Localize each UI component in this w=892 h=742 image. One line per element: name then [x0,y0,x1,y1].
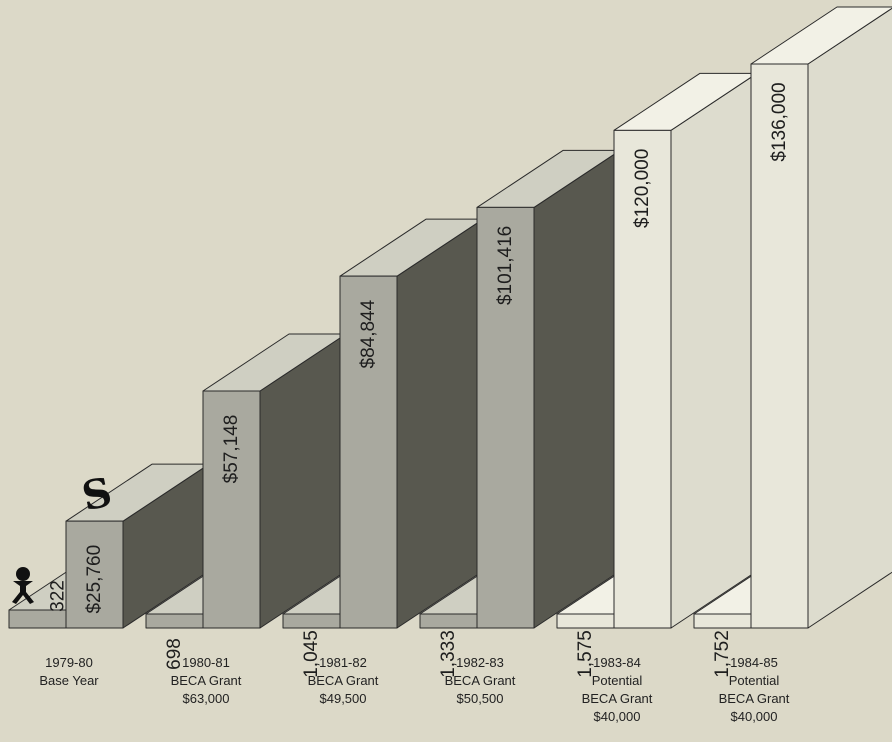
category-label-5-line-1: Potential [729,673,780,688]
bar-big-label-4: $120,000 [632,149,653,228]
category-label-2-line-0: 1981-82 [319,655,367,670]
category-label-1-line-0: 1980-81 [182,655,230,670]
category-label-5-line-3: $40,000 [731,709,778,724]
bar-small-label-4: 1,575 [575,630,596,678]
bar-big-label-5: $136,000 [769,82,790,161]
category-label-4-line-2: BECA Grant [582,691,653,706]
bar-big-3-front [476,206,535,629]
bar-big-3-side [533,149,621,629]
bar-big-5-side [807,7,892,629]
bar-big-label-3: $101,416 [495,226,516,305]
bar-big-label-1: $57,148 [221,415,242,484]
bar-big-2-side [396,218,484,629]
category-label-3-line-0: 1982-83 [456,655,504,670]
bar-small-2-front [282,613,341,629]
bar-small-4-front [556,613,615,629]
bar-small-3-front [419,613,478,629]
category-label-1-line-1: BECA Grant [171,673,242,688]
category-label-0-line-0: 1979-80 [45,655,93,670]
bar-small-label-3: 1,333 [438,630,459,678]
bar-big-4-front [613,129,672,629]
bar-big-label-2: $84,844 [358,299,379,368]
bar-small-label-2: 1,045 [301,630,322,678]
bar-small-1-front [145,613,204,629]
bar-big-2 [339,218,484,629]
bar-big-0 [65,463,210,629]
bars-layer [8,6,892,629]
category-label-3-line-2: $50,500 [457,691,504,706]
bar-big-0-front [65,520,124,629]
category-label-4-line-3: $40,000 [594,709,641,724]
bar-big-2-front [339,275,398,629]
category-label-2-line-1: BECA Grant [308,673,379,688]
bar-small-label-0: 322 [48,580,69,612]
category-label-4-line-0: 1983-84 [593,655,641,670]
bar-big-5-front [750,63,809,629]
bar-big-4 [613,72,758,629]
bar-big-5 [750,6,892,629]
category-label-1-line-2: $63,000 [183,691,230,706]
category-label-3-line-1: BECA Grant [445,673,516,688]
category-label-4-line-1: Potential [592,673,643,688]
bar-small-5-front [693,613,752,629]
bar-small-label-1: 698 [164,638,185,670]
category-label-5-line-0: 1984-85 [730,655,778,670]
bar-big-1-front [202,390,261,629]
bar-big-4-side [670,72,758,629]
bar-big-1 [202,333,347,629]
category-labels-layer: 1979-80 Base Year 1980-81 BECA Grant $63,000… [39,655,789,724]
bar-small-label-5: 1,752 [712,630,733,678]
category-label-0-line-1: Base Year [39,673,99,688]
bar-big-label-0: $25,760 [84,545,105,614]
person-icon [12,567,34,604]
bar-big-3 [476,149,621,629]
category-label-5-line-2: BECA Grant [719,691,790,706]
labels-layer: 322 $25,760 698 $57,148 1,045 $84,844 1,333 $10… [48,82,791,677]
category-label-2-line-2: $49,500 [320,691,367,706]
